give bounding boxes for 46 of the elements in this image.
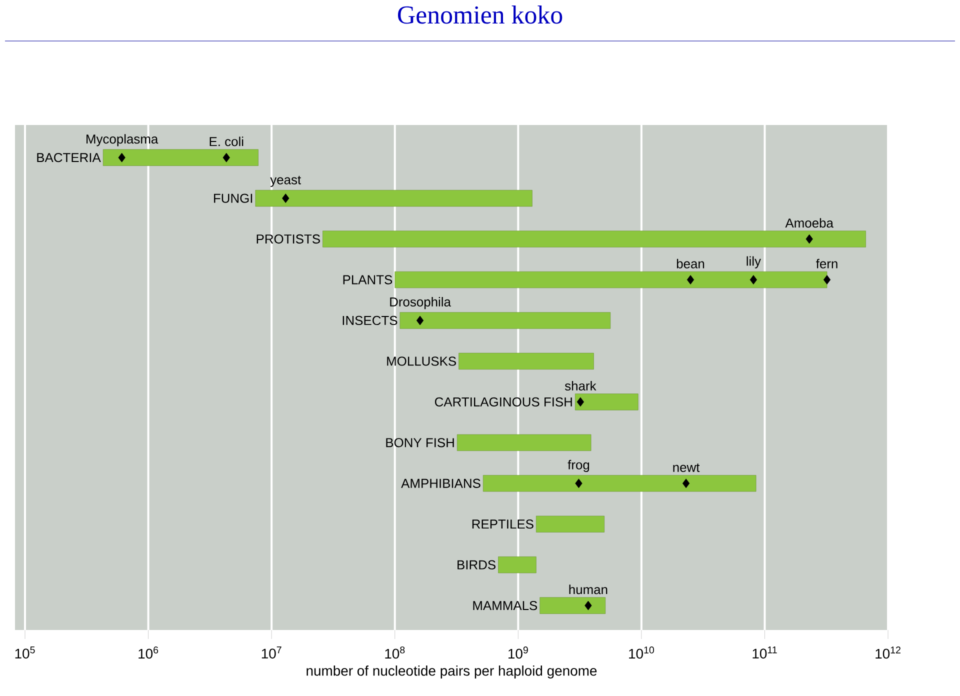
data-label: lily xyxy=(746,256,761,268)
data-label: shark xyxy=(564,381,596,391)
x-tick-label: 10$^{7}$ xyxy=(262,646,282,659)
y-tick-label: BACTERIA xyxy=(37,152,101,162)
data-label: yeast xyxy=(270,176,301,187)
data-label: newt xyxy=(673,463,700,472)
bar xyxy=(102,149,258,166)
x-axis-title: number of nucleotide pairs per haploid genome xyxy=(306,666,597,679)
x-tick-label: 10$^{9}$ xyxy=(508,646,528,659)
y-tick-label: BIRDS xyxy=(458,560,496,570)
bar xyxy=(456,434,592,451)
bar xyxy=(540,597,606,614)
bar xyxy=(255,190,532,207)
data-label: human xyxy=(569,584,608,594)
y-tick-label: PROTISTS xyxy=(256,234,320,244)
data-label: Amoeba xyxy=(785,218,834,228)
y-tick-label: MOLLUSKS xyxy=(387,356,456,366)
bar xyxy=(400,312,611,329)
data-label: fern xyxy=(816,258,838,268)
x-tick-label: 10$^{6}$ xyxy=(138,646,158,659)
x-tick-label: 10$^{10}$ xyxy=(629,646,654,659)
y-tick-label: AMPHIBIANS xyxy=(401,478,480,488)
x-tick-label: 10$^{5}$ xyxy=(15,646,35,659)
y-tick-label: BONY FISH xyxy=(386,438,454,448)
bar xyxy=(322,230,866,248)
data-label: Drosophila xyxy=(390,297,451,310)
data-label: bean xyxy=(676,258,704,268)
x-tick-label: 10$^{11}$ xyxy=(752,646,777,659)
y-tick-label: CARTILAGINOUS FISH xyxy=(434,397,572,407)
bar xyxy=(394,271,828,288)
bar xyxy=(482,475,756,492)
data-label: Mycoplasma xyxy=(86,134,158,146)
y-tick-label: PLANTS xyxy=(343,275,392,284)
x-tick-label: 10$^{12}$ xyxy=(876,646,900,659)
chart-title: Genomien koko xyxy=(398,6,562,24)
bar xyxy=(498,556,536,574)
data-label: frog xyxy=(568,460,590,472)
y-tick-label: FUNGI xyxy=(214,194,252,203)
y-tick-label: INSECTS xyxy=(342,316,398,326)
x-tick-label: 10$^{8}$ xyxy=(385,646,405,659)
bar xyxy=(458,352,594,370)
bar xyxy=(536,516,604,532)
y-tick-label: MAMMALS xyxy=(473,600,538,610)
bar xyxy=(575,394,638,410)
data-label: E. coli xyxy=(210,136,244,146)
y-tick-label: REPTILES xyxy=(472,520,534,529)
